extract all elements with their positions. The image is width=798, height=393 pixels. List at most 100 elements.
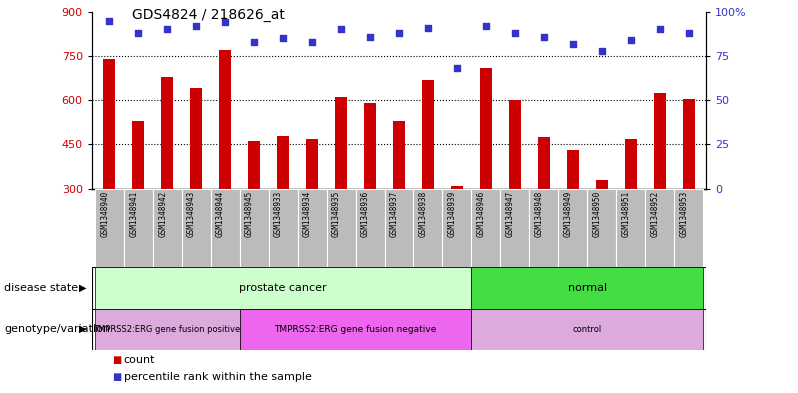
Point — [219, 19, 231, 26]
Text: GSM1348942: GSM1348942 — [158, 191, 167, 237]
Point — [190, 23, 203, 29]
Bar — [472, 189, 500, 267]
Bar — [219, 50, 231, 189]
Bar — [646, 189, 674, 267]
Text: GSM1348946: GSM1348946 — [477, 191, 486, 237]
Point — [595, 48, 608, 54]
Bar — [413, 189, 442, 267]
Bar — [559, 189, 587, 267]
Text: GSM1348947: GSM1348947 — [506, 191, 515, 237]
Point — [247, 39, 260, 45]
Text: ▶: ▶ — [79, 324, 86, 334]
Text: GDS4824 / 218626_at: GDS4824 / 218626_at — [132, 8, 285, 22]
Bar — [269, 189, 298, 267]
Bar — [364, 103, 376, 189]
Point — [334, 26, 347, 33]
Bar — [356, 189, 385, 267]
Text: GSM1348933: GSM1348933 — [274, 191, 283, 237]
Bar — [500, 189, 529, 267]
Bar — [152, 189, 182, 267]
Bar — [248, 141, 260, 189]
Point — [306, 39, 318, 45]
Point — [132, 30, 144, 36]
Point — [508, 30, 521, 36]
Point — [480, 23, 492, 29]
Text: GSM1348952: GSM1348952 — [651, 191, 660, 237]
Text: GSM1348936: GSM1348936 — [361, 191, 370, 237]
Bar — [298, 189, 326, 267]
Point — [160, 26, 173, 33]
Text: GSM1348940: GSM1348940 — [101, 191, 109, 237]
Text: GSM1348934: GSM1348934 — [303, 191, 312, 237]
Point — [103, 17, 116, 24]
Text: ■: ■ — [112, 354, 121, 365]
Bar — [529, 189, 559, 267]
Point — [538, 33, 551, 40]
Bar — [674, 189, 703, 267]
Bar — [132, 121, 144, 189]
Text: count: count — [124, 354, 155, 365]
Text: ▶: ▶ — [79, 283, 86, 293]
Point — [625, 37, 638, 43]
Text: GSM1348941: GSM1348941 — [129, 191, 138, 237]
Point — [654, 26, 666, 33]
Text: GSM1348943: GSM1348943 — [187, 191, 196, 237]
Bar — [385, 189, 413, 267]
Bar — [211, 189, 239, 267]
Bar — [95, 267, 472, 309]
Point — [277, 35, 290, 41]
Bar — [124, 189, 152, 267]
Bar — [625, 138, 637, 189]
Bar — [616, 189, 646, 267]
Point — [364, 33, 377, 40]
Bar — [567, 150, 579, 189]
Bar — [326, 189, 356, 267]
Text: GSM1348950: GSM1348950 — [593, 191, 602, 237]
Bar — [538, 137, 550, 189]
Text: GSM1348944: GSM1348944 — [216, 191, 225, 237]
Bar — [335, 97, 347, 189]
Text: TMPRSS2:ERG gene fusion negative: TMPRSS2:ERG gene fusion negative — [275, 325, 437, 334]
Bar — [451, 185, 463, 189]
Bar — [277, 136, 289, 189]
Text: prostate cancer: prostate cancer — [239, 283, 327, 293]
Text: disease state: disease state — [4, 283, 78, 293]
Bar — [472, 267, 703, 309]
Text: GSM1348939: GSM1348939 — [448, 191, 457, 237]
Bar — [306, 138, 318, 189]
Text: percentile rank within the sample: percentile rank within the sample — [124, 372, 311, 382]
Point — [682, 30, 695, 36]
Text: control: control — [573, 325, 602, 334]
Bar — [239, 309, 472, 350]
Text: GSM1348948: GSM1348948 — [535, 191, 544, 237]
Bar — [509, 100, 521, 189]
Bar — [480, 68, 492, 189]
Bar — [472, 309, 703, 350]
Text: GSM1348945: GSM1348945 — [245, 191, 254, 237]
Text: GSM1348949: GSM1348949 — [564, 191, 573, 237]
Bar — [190, 88, 202, 189]
Text: GSM1348935: GSM1348935 — [332, 191, 341, 237]
Text: normal: normal — [568, 283, 607, 293]
Text: GSM1348953: GSM1348953 — [680, 191, 689, 237]
Bar — [442, 189, 472, 267]
Bar — [683, 99, 694, 189]
Text: GSM1348938: GSM1348938 — [419, 191, 428, 237]
Point — [451, 65, 464, 72]
Bar — [587, 189, 616, 267]
Point — [421, 24, 434, 31]
Text: GSM1348937: GSM1348937 — [390, 191, 399, 237]
Text: genotype/variation: genotype/variation — [4, 324, 110, 334]
Point — [393, 30, 405, 36]
Bar — [422, 79, 434, 189]
Text: GSM1348951: GSM1348951 — [622, 191, 631, 237]
Bar — [95, 309, 239, 350]
Point — [567, 40, 579, 47]
Text: TMPRSS2:ERG gene fusion positive: TMPRSS2:ERG gene fusion positive — [93, 325, 241, 334]
Bar — [95, 189, 124, 267]
Bar — [161, 77, 173, 189]
Text: ■: ■ — [112, 372, 121, 382]
Bar — [104, 59, 115, 189]
Bar — [596, 180, 608, 189]
Bar — [239, 189, 269, 267]
